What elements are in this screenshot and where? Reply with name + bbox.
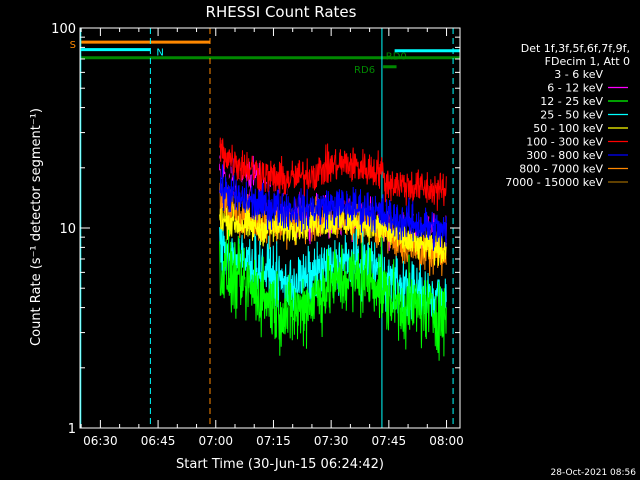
x-tick-label: 07:15 <box>256 434 291 448</box>
x-tick-label: 06:45 <box>141 434 176 448</box>
legend-label: 800 - 7000 keV <box>519 163 603 176</box>
series-line <box>219 229 447 361</box>
series-line <box>219 164 447 251</box>
axis-ticks: 06:30 06:45 07:00 07:15 07:30 07:45 08:00 1 10 10… <box>51 22 464 448</box>
y-tick-label: 1 <box>68 422 76 437</box>
annotation-label: S <box>70 40 76 51</box>
legend-label: 6 - 12 keV <box>547 82 603 95</box>
annotation-label: RD0 <box>386 52 407 63</box>
legend-header: FDecim 1, Att 0 <box>545 55 630 68</box>
legend-label: 300 - 800 keV <box>526 149 603 162</box>
legend-label: 12 - 25 keV <box>540 95 603 108</box>
legend-label: 3 - 6 keV <box>554 68 603 81</box>
legend-label: 25 - 50 keV <box>540 109 603 122</box>
annotation-label: RD6 <box>354 65 375 76</box>
y-axis-label: Count Rate (s⁻¹ detector segment⁻¹) <box>29 108 44 346</box>
timestamp-label: 28-Oct-2021 08:56 <box>551 468 637 478</box>
y-tick-label: 100 <box>51 22 76 37</box>
x-tick-label: 07:45 <box>372 434 407 448</box>
annotation-layer: SNNRD0RD6 <box>70 40 460 76</box>
x-tick-label: 07:00 <box>198 434 233 448</box>
x-tick-label: 07:30 <box>314 434 349 448</box>
legend-label: 50 - 100 keV <box>533 122 603 135</box>
legend-header: Det 1f,3f,5f,6f,7f,9f, <box>521 42 630 55</box>
x-tick-label: 06:30 <box>83 434 118 448</box>
legend: Det 1f,3f,5f,6f,7f,9f,FDecim 1, Att 03 -… <box>505 42 630 189</box>
y-tick-label: 10 <box>59 222 76 237</box>
x-tick-label: 08:00 <box>429 434 464 448</box>
legend-label: 7000 - 15000 keV <box>505 176 603 189</box>
legend-label: 100 - 300 keV <box>526 136 603 149</box>
series-line <box>219 137 447 211</box>
x-axis-label: Start Time (30-Jun-15 06:24:42) <box>176 457 384 472</box>
series-line <box>219 201 447 266</box>
chart-title: RHESSI Count Rates <box>206 3 357 21</box>
series-layer <box>219 137 447 361</box>
annotation-label: N <box>156 48 163 59</box>
